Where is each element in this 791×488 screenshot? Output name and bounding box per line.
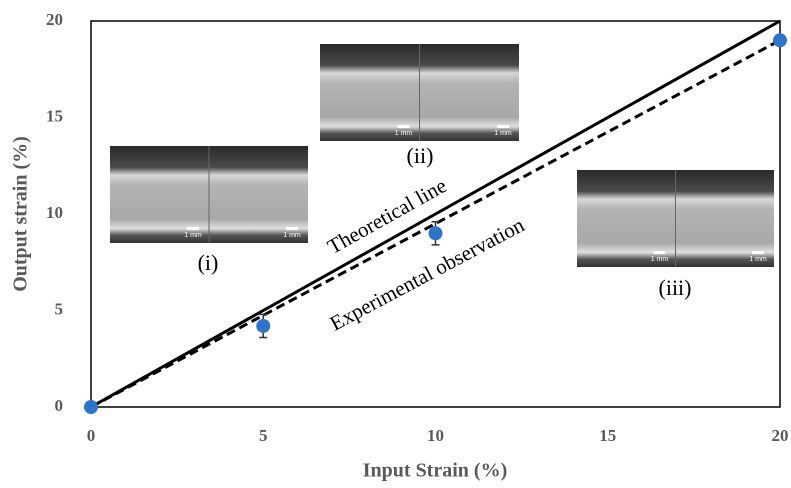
- y-tick-label: 15: [46, 106, 63, 125]
- inset-label: (ii): [407, 143, 434, 168]
- plot-frame: [90, 20, 781, 408]
- y-tick-label: 0: [55, 396, 64, 415]
- x-tick-label: 5: [259, 426, 268, 445]
- scale-bar-label: 1 mm: [184, 232, 202, 239]
- series-line: [90, 38, 781, 409]
- inset-panel: [110, 146, 209, 243]
- inset-image: 1 mm 1 mm: [110, 146, 308, 243]
- scale-bar-label: 1 mm: [494, 130, 512, 137]
- data-point: [84, 400, 98, 414]
- data-point: [256, 318, 271, 333]
- scale-bar: [497, 125, 509, 128]
- scale-bar: [187, 227, 199, 230]
- x-axis-label: Input Strain (%): [363, 460, 507, 482]
- x-tick-label: 20: [772, 426, 789, 445]
- inset-panel: [419, 44, 519, 141]
- data-point: [428, 226, 443, 241]
- x-tick-label: 0: [87, 426, 96, 445]
- scale-bar: [286, 227, 298, 230]
- inset-label: (iii): [659, 275, 692, 300]
- data-point: [773, 33, 787, 48]
- scale-bar-label: 1 mm: [749, 256, 767, 263]
- y-axis-label: Output strain (%): [10, 136, 32, 292]
- scale-bar: [653, 251, 666, 254]
- inset-panel: [675, 170, 774, 267]
- y-tick-label: 20: [46, 10, 63, 29]
- inset-panel: [209, 146, 308, 243]
- inset-image: 1 mm 1 mm: [577, 170, 774, 267]
- inset-panel: [577, 170, 676, 267]
- scale-bar-label: 1 mm: [283, 232, 301, 239]
- scale-bar-label: 1 mm: [395, 130, 413, 137]
- y-tick-label: 10: [46, 203, 63, 222]
- inset-panel: [320, 44, 420, 141]
- y-tick-label: 5: [55, 299, 64, 318]
- inset-image: 1 mm 1 mm: [320, 44, 519, 141]
- x-tick-label: 10: [427, 426, 444, 445]
- inset-label: (i): [198, 250, 219, 275]
- scale-bar: [397, 125, 410, 128]
- x-tick-label: 15: [599, 426, 616, 445]
- scale-bar: [752, 251, 764, 254]
- series-line: [90, 19, 781, 409]
- scale-bar-label: 1 mm: [651, 256, 669, 263]
